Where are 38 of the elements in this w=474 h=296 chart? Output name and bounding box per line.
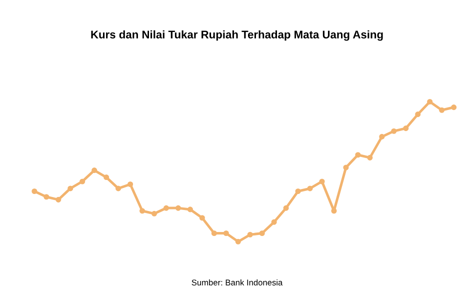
- point: [391, 128, 397, 134]
- point: [403, 126, 409, 132]
- point: [56, 196, 62, 202]
- point: [319, 178, 325, 184]
- chart-title: Kurs dan Nilai Tukar Rupiah Terhadap Mata Uang Asing: [91, 30, 383, 41]
- point: [235, 238, 241, 244]
- point: [199, 215, 205, 221]
- point: [283, 205, 289, 211]
- point: [44, 194, 50, 200]
- point: [211, 230, 217, 236]
- text: Sumber: Bank Indonesia: [192, 279, 283, 286]
- point: [163, 205, 170, 211]
- point: [187, 206, 193, 212]
- point: [259, 230, 265, 236]
- point: [295, 188, 301, 194]
- point: [307, 186, 313, 192]
- point: [427, 98, 433, 104]
- point: [128, 181, 134, 188]
- point: [116, 186, 122, 192]
- point: [68, 186, 74, 192]
- point: [343, 164, 349, 170]
- point: [223, 230, 229, 236]
- point: [439, 107, 445, 113]
- point: [355, 152, 361, 158]
- point: [92, 168, 98, 174]
- point: [32, 188, 38, 194]
- point: [451, 104, 457, 110]
- point: [379, 134, 385, 140]
- point: [247, 232, 253, 238]
- point: [175, 205, 181, 211]
- point: [271, 219, 277, 225]
- point: [367, 154, 373, 160]
- point: [80, 178, 86, 184]
- point: [331, 208, 337, 214]
- point: [415, 112, 421, 118]
- point: [151, 210, 158, 216]
- point: [104, 174, 110, 180]
- point: [139, 208, 146, 214]
